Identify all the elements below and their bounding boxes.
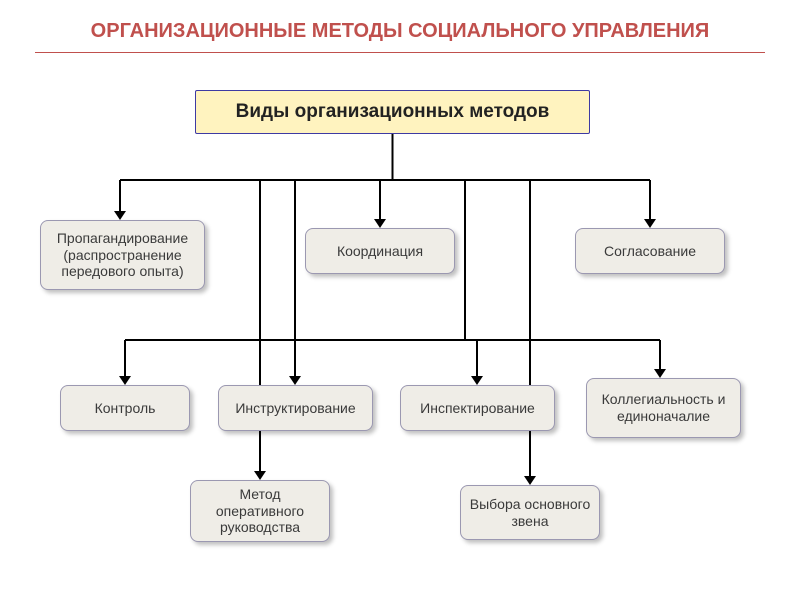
level3-node-0: Метод оперативного руководства [190,480,330,542]
title-underline [35,52,765,53]
root-node: Виды организационных методов [195,90,590,134]
level1-node-2: Согласование [575,228,725,274]
level2-node-2: Инспектирование [400,385,555,431]
level2-node-3: Коллегиальность и единоначалие [586,378,741,438]
level1-node-1: Координация [305,228,455,274]
level2-node-0: Контроль [60,385,190,431]
page-title: ОРГАНИЗАЦИОННЫЕ МЕТОДЫ СОЦИАЛЬНОГО УПРАВ… [0,0,800,52]
level3-node-1: Выбора основного звена [460,485,600,540]
level2-node-1: Инструктирование [218,385,373,431]
level1-node-0: Пропагандирование (распространение перед… [40,220,205,290]
